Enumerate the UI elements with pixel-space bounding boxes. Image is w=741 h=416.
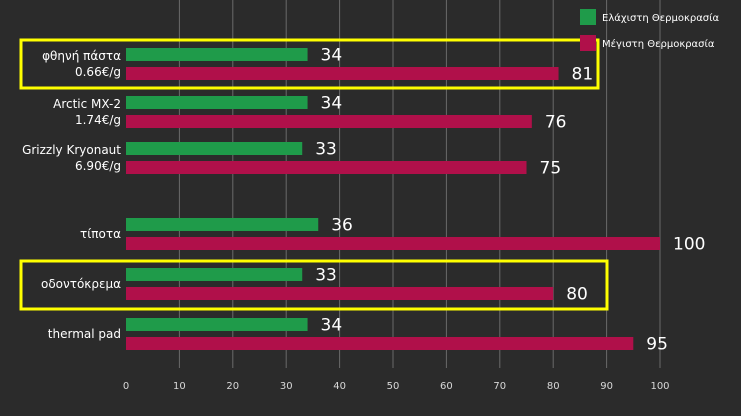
category-labels: φθηνή πάστα 0.66€/g Arctic MX-2 1.74€/g Griz… [22,49,121,341]
bar-min-temperature [126,96,308,109]
x-axis-ticks: 0 10 20 30 40 50 60 70 80 90 100 [123,381,670,392]
value-labels: 34 81 34 76 33 75 36 100 33 80 34 95 [315,46,705,355]
x-tick-label: 80 [547,381,560,392]
category-label: τίποτα [80,227,121,241]
value-label: 33 [315,266,337,286]
highlight-box [19,38,600,90]
x-tick-label: 0 [123,381,129,392]
legend-swatch [580,9,596,25]
value-label: 95 [646,335,668,355]
bar-max-temperature [126,161,527,174]
x-tick-label: 40 [333,381,346,392]
value-label: 76 [545,113,567,133]
value-label: 80 [566,285,588,305]
value-label: 36 [331,216,353,236]
bar-max-temperature [126,287,554,300]
x-tick-label: 20 [226,381,239,392]
category-label: Grizzly Kryonaut [22,143,121,157]
value-label: 75 [540,159,562,179]
value-label: 81 [572,65,594,85]
highlight-boxes [19,38,609,311]
legend-label: Μέγιστη Θερμοκρασία [602,38,715,50]
category-label: φθηνή πάστα [42,49,121,63]
x-tick-label: 100 [650,381,669,392]
value-label: 34 [321,46,343,66]
bar-max-temperature [126,237,660,250]
bar-max-temperature [126,337,634,350]
value-label: 34 [321,316,343,336]
bar-min-temperature [126,268,303,281]
grid-lines [178,0,661,368]
x-tick-label: 10 [173,381,186,392]
bar-min-temperature [126,48,308,61]
x-tick-label: 50 [387,381,400,392]
bar-max-temperature [126,115,532,128]
category-label: Arctic MX-2 [53,97,121,111]
bar-min-temperature [126,318,308,331]
x-tick-label: 30 [280,381,293,392]
bar-min-temperature [126,142,303,155]
category-label: thermal pad [48,327,121,341]
legend-label: Ελάχιστη Θερμοκρασία [602,12,720,24]
bar-min-temperature [126,218,319,231]
legend-swatch [580,35,596,51]
value-label: 33 [315,140,337,160]
category-price-label: 6.90€/g [75,159,121,173]
value-label: 100 [673,235,705,255]
x-tick-label: 60 [440,381,453,392]
category-label: οδοντόκρεμα [41,277,121,291]
x-tick-label: 70 [493,381,506,392]
bars [126,48,660,350]
legend: Ελάχιστη Θερμοκρασία Μέγιστη Θερμοκρασία [580,9,720,51]
x-tick-label: 90 [600,381,613,392]
highlight-box [19,259,609,311]
value-label: 34 [321,94,343,114]
category-price-label: 1.74€/g [75,113,121,127]
bar-max-temperature [126,67,559,80]
category-price-label: 0.66€/g [75,65,121,79]
